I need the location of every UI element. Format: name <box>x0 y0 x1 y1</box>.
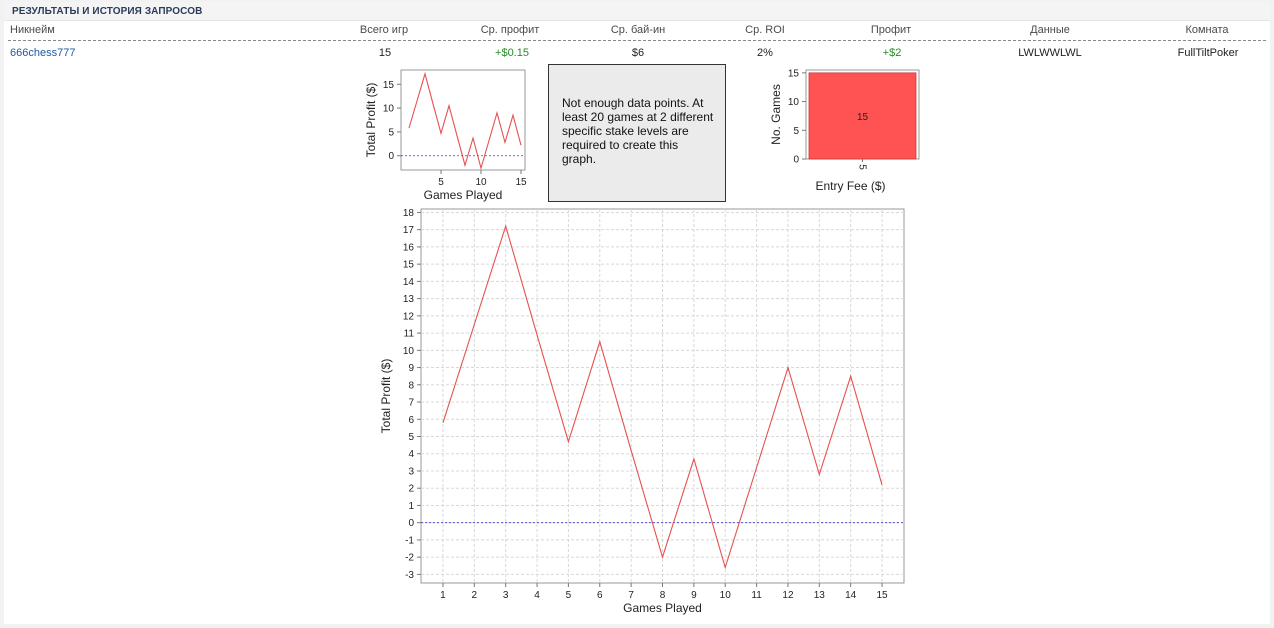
y-tick-label: 10 <box>403 346 415 357</box>
x-tick-label: 13 <box>814 590 826 601</box>
y-axis-label: Total Profit ($) <box>379 359 393 434</box>
x-tick-label: 1 <box>440 590 446 601</box>
header-profit[interactable]: Профит <box>870 24 912 36</box>
y-tick-label: 18 <box>403 208 415 219</box>
y-tick-label: 15 <box>403 260 415 271</box>
player-nickname-link[interactable]: 666chess777 <box>10 47 76 59</box>
x-axis-label: Games Played <box>424 188 503 202</box>
header-nickname[interactable]: Никнейм <box>10 24 55 36</box>
x-tick-label: 5 <box>566 590 572 601</box>
y-tick-label: 17 <box>403 225 415 236</box>
x-tick-label: 7 <box>628 590 634 601</box>
cell-avg-buyin: $6 <box>631 47 645 59</box>
cell-games: 15 <box>378 47 392 59</box>
x-tick-label: 3 <box>503 590 509 601</box>
y-tick-label: 12 <box>403 311 415 322</box>
entry-fee-bar <box>808 72 917 160</box>
x-tick-label: 15 <box>515 177 527 188</box>
y-tick-label: 5 <box>793 126 799 137</box>
x-tick-label: 5 <box>438 177 444 188</box>
section-header: РЕЗУЛЬТАТЫ И ИСТОРИЯ ЗАПРОСОВ <box>4 2 1270 21</box>
message-text: Not enough data points. At least 20 game… <box>562 96 714 166</box>
not-enough-data-message: Not enough data points. At least 20 game… <box>548 64 726 202</box>
x-tick-label: 14 <box>845 590 857 601</box>
y-tick-label: 4 <box>408 449 414 460</box>
header-games[interactable]: Всего игр <box>359 24 409 36</box>
y-tick-label: 0 <box>408 518 414 529</box>
x-tick-label: 5 <box>857 164 868 170</box>
x-tick-label: 2 <box>472 590 478 601</box>
x-axis-label: Entry Fee ($) <box>815 179 885 193</box>
x-tick-label: 10 <box>475 177 487 188</box>
header-avg-buyin[interactable]: Ср. бай-ин <box>610 24 666 36</box>
x-tick-label: 10 <box>720 590 732 601</box>
y-tick-label: 16 <box>403 242 415 253</box>
header-room[interactable]: Комната <box>1185 24 1229 36</box>
section-title: РЕЗУЛЬТАТЫ И ИСТОРИЯ ЗАПРОСОВ <box>12 6 203 17</box>
y-tick-label: -1 <box>405 535 414 546</box>
profit-chart-small[interactable]: 0 5 10 15 5 10 15 Games Played Total Profit ($) <box>354 64 534 202</box>
cell-room: FullTiltPoker <box>1177 47 1239 59</box>
y-tick-label: 10 <box>788 97 800 108</box>
x-tick-label: 15 <box>876 590 888 601</box>
y-tick-label: 14 <box>403 277 415 288</box>
y-tick-label: -2 <box>405 553 414 564</box>
results-panel: РЕЗУЛЬТАТЫ И ИСТОРИЯ ЗАПРОСОВ Никнейм Вс… <box>4 2 1270 624</box>
y-tick-label: 13 <box>403 294 415 305</box>
y-tick-label: 7 <box>408 398 414 409</box>
x-tick-label: 12 <box>782 590 794 601</box>
x-tick-label: 4 <box>534 590 540 601</box>
x-tick-label: 11 <box>751 590 762 601</box>
bar-value-label: 15 <box>857 112 869 123</box>
x-axis-label: Games Played <box>623 601 702 615</box>
y-tick-label: 6 <box>408 415 414 426</box>
header-avg-profit[interactable]: Ср. профит <box>480 24 540 36</box>
cell-profit: +$2 <box>882 47 902 59</box>
y-tick-label: 1 <box>408 501 414 512</box>
y-tick-label: 15 <box>383 80 395 91</box>
x-tick-label: 8 <box>660 590 666 601</box>
y-axis-label: No. Games <box>769 84 783 145</box>
cell-avg-profit: +$0.15 <box>495 47 529 59</box>
header-separator <box>8 40 1266 41</box>
y-tick-label: 8 <box>408 380 414 391</box>
games-by-entry-fee-chart[interactable]: 0 5 10 15 15 5 Entry Fee ($) No. Games <box>759 64 920 200</box>
y-axis-label: Total Profit ($) <box>364 83 378 158</box>
y-tick-label: 5 <box>408 432 414 443</box>
y-tick-label: 2 <box>408 484 414 495</box>
y-tick-label: 11 <box>404 329 415 340</box>
y-tick-label: 15 <box>788 68 800 79</box>
cell-avg-roi: 2% <box>757 47 773 59</box>
y-tick-label: 0 <box>388 151 394 162</box>
header-data[interactable]: Данные <box>1030 24 1070 36</box>
plot-area <box>400 69 526 171</box>
y-tick-label: 0 <box>793 155 799 166</box>
x-tick-label: 9 <box>691 590 697 601</box>
y-tick-label: 5 <box>388 127 394 138</box>
y-tick-label: 9 <box>408 363 414 374</box>
y-tick-label: 10 <box>383 104 395 115</box>
y-tick-label: -3 <box>405 570 414 581</box>
header-avg-roi[interactable]: Ср. ROI <box>745 24 785 36</box>
y-tick-label: 3 <box>408 466 414 477</box>
x-tick-label: 6 <box>597 590 603 601</box>
cell-data: LWLWWLWL <box>1018 47 1082 59</box>
